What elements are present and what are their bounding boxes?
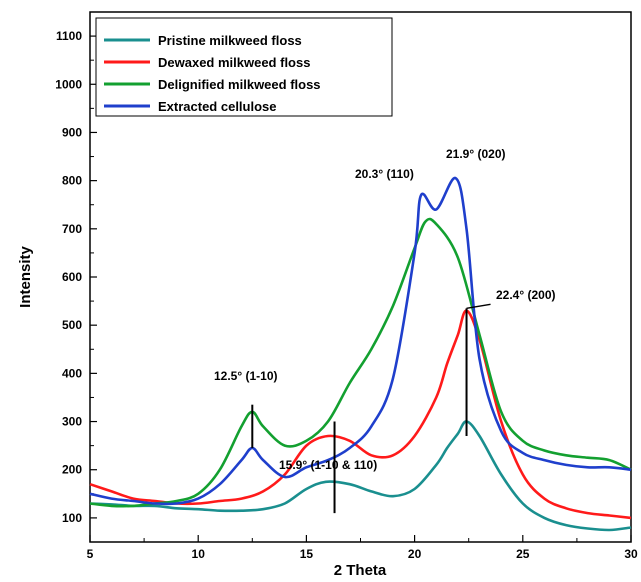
y-tick-label: 1000 bbox=[55, 77, 82, 91]
series-delignified-line bbox=[89, 217, 632, 508]
y-tick-label: 500 bbox=[62, 318, 82, 332]
y-tick-label: 700 bbox=[62, 222, 82, 236]
legend-label-dewaxed: Dewaxed milkweed floss bbox=[158, 55, 310, 70]
annotation-22-4: 22.4° (200) bbox=[496, 288, 556, 302]
y-tick-label: 1100 bbox=[56, 29, 82, 43]
y-tick-label: 800 bbox=[62, 174, 82, 188]
y-axis-title: Intensity bbox=[17, 246, 34, 308]
series-layer bbox=[89, 176, 632, 532]
annotation-leader-22-4 bbox=[466, 303, 491, 310]
y-tick-label: 900 bbox=[62, 125, 82, 139]
y-tick-label: 300 bbox=[62, 415, 82, 429]
series-cellulose-line bbox=[89, 176, 632, 506]
legend-label-pristine: Pristine milkweed floss bbox=[158, 33, 302, 48]
y-tick-label: 600 bbox=[62, 270, 82, 284]
annotation-15-9: 15.9° (1-10 & 110) bbox=[279, 458, 377, 472]
axis-ticks: 5 10 15 20 25 30 100 200 300 400 500 600 700 800 900 10… bbox=[55, 29, 638, 561]
x-axis-title: 2 Theta bbox=[334, 562, 387, 579]
legend-label-cellulose: Extracted cellulose bbox=[158, 99, 277, 114]
x-tick-label: 20 bbox=[408, 547, 422, 561]
annotation-20-3: 20.3° (110) bbox=[355, 167, 414, 181]
series-dewaxed-line bbox=[89, 309, 632, 520]
y-tick-label: 400 bbox=[62, 366, 82, 380]
annotation-21-9: 21.9° (020) bbox=[446, 147, 506, 161]
x-tick-label: 15 bbox=[300, 547, 314, 561]
legend-box bbox=[95, 17, 393, 117]
y-tick-label: 100 bbox=[62, 511, 82, 525]
x-tick-label: 30 bbox=[624, 547, 638, 561]
x-tick-label: 5 bbox=[87, 547, 94, 561]
y-tick-label: 200 bbox=[62, 463, 82, 477]
series-pristine-line bbox=[89, 420, 632, 532]
x-tick-label: 25 bbox=[516, 547, 530, 561]
legend: Pristine milkweed floss Dewaxed milkweed… bbox=[95, 17, 393, 117]
legend-label-delignified: Delignified milkweed floss bbox=[158, 77, 321, 92]
annotation-layer: 12.5° (1-10) 15.9° (1-10 & 110) 20.3° (1… bbox=[214, 147, 556, 514]
annotation-12-5: 12.5° (1-10) bbox=[214, 369, 278, 383]
x-tick-label: 10 bbox=[192, 547, 206, 561]
